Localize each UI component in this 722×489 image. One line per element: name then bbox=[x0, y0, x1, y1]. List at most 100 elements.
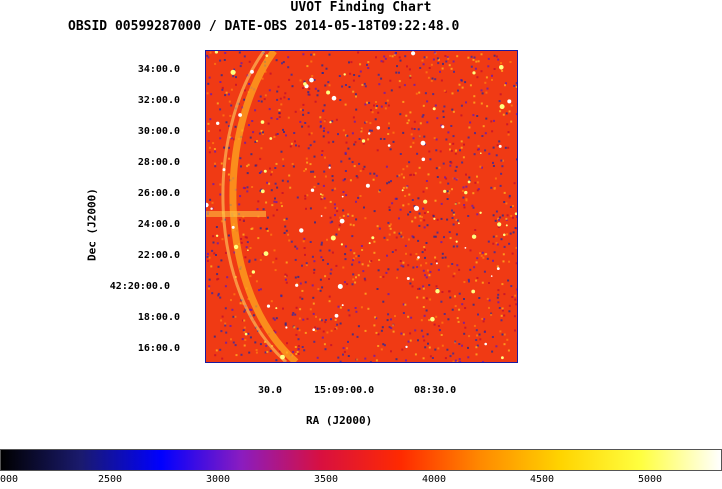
star bbox=[216, 121, 220, 126]
star bbox=[269, 137, 273, 140]
colorbar bbox=[0, 449, 722, 471]
star bbox=[320, 193, 322, 195]
colorbar-tick: 3500 bbox=[314, 474, 339, 485]
colorbar-tick: 3000 bbox=[206, 474, 231, 485]
y-tick: 34:00.0 bbox=[137, 64, 180, 75]
star bbox=[443, 189, 447, 193]
star bbox=[244, 332, 248, 336]
star bbox=[464, 190, 468, 195]
y-tick: 24:00.0 bbox=[137, 219, 180, 230]
star bbox=[479, 211, 482, 214]
star bbox=[387, 144, 391, 147]
star bbox=[231, 225, 235, 229]
star bbox=[295, 283, 299, 287]
star bbox=[503, 233, 506, 237]
star bbox=[484, 342, 488, 346]
star bbox=[238, 113, 242, 117]
x-tick: 30.0 bbox=[258, 385, 283, 396]
star bbox=[340, 243, 343, 246]
star bbox=[310, 188, 315, 192]
star bbox=[331, 95, 337, 101]
star bbox=[464, 247, 467, 249]
star bbox=[247, 249, 249, 251]
star bbox=[341, 195, 344, 198]
sky-image-canvas bbox=[206, 51, 517, 362]
x-tick: 15:09:00.0 bbox=[314, 385, 375, 396]
star bbox=[222, 168, 226, 172]
y-tick: 42:20:00.0 bbox=[109, 281, 170, 292]
star bbox=[206, 202, 209, 208]
y-tick: 28:00.0 bbox=[137, 157, 180, 168]
star bbox=[365, 183, 370, 188]
chart-subtitle: OBSID 00599287000 / DATE-OBS 2014-05-18T… bbox=[68, 19, 460, 34]
colorbar-tick: 2500 bbox=[98, 474, 123, 485]
star bbox=[441, 125, 445, 129]
star bbox=[250, 69, 254, 74]
star bbox=[326, 90, 331, 95]
star bbox=[263, 169, 267, 173]
star bbox=[334, 313, 339, 318]
star bbox=[215, 234, 219, 237]
star bbox=[337, 284, 343, 289]
chart-title: UVOT Finding Chart bbox=[290, 0, 432, 15]
star bbox=[275, 307, 278, 310]
star bbox=[471, 289, 476, 294]
star bbox=[458, 222, 460, 225]
readout-streak bbox=[206, 211, 266, 217]
ghost-ring-arc bbox=[229, 51, 299, 362]
star bbox=[309, 77, 314, 83]
star bbox=[214, 51, 218, 54]
star bbox=[266, 304, 271, 308]
sky-image bbox=[205, 50, 518, 363]
star bbox=[499, 65, 504, 70]
star bbox=[341, 304, 344, 307]
star bbox=[433, 217, 436, 220]
star bbox=[432, 107, 436, 111]
colorbar-tick: 5000 bbox=[638, 474, 663, 485]
star bbox=[299, 228, 304, 233]
y-tick: 16:00.0 bbox=[137, 343, 180, 354]
star bbox=[260, 189, 265, 194]
star bbox=[514, 212, 517, 215]
star bbox=[430, 316, 435, 322]
x-tick: 08:30.0 bbox=[414, 385, 457, 396]
x-axis-label: RA (J2000) bbox=[306, 414, 373, 427]
star bbox=[497, 222, 502, 227]
star bbox=[472, 71, 476, 75]
star bbox=[280, 354, 285, 360]
star bbox=[328, 166, 331, 169]
star bbox=[467, 180, 471, 184]
star bbox=[361, 139, 366, 143]
star bbox=[233, 244, 239, 250]
star bbox=[421, 157, 426, 162]
star bbox=[285, 326, 288, 329]
star bbox=[329, 121, 332, 124]
star bbox=[501, 356, 504, 360]
y-tick: 26:00.0 bbox=[137, 188, 180, 199]
star bbox=[260, 120, 265, 124]
star bbox=[339, 218, 345, 224]
star bbox=[210, 207, 213, 210]
y-tick: 32:00.0 bbox=[137, 95, 180, 106]
star bbox=[455, 240, 458, 243]
star bbox=[471, 234, 477, 239]
star bbox=[405, 345, 408, 349]
star bbox=[480, 152, 482, 154]
ghost-ring-arc-inner bbox=[221, 51, 287, 362]
star bbox=[406, 277, 410, 280]
star bbox=[330, 235, 336, 241]
star bbox=[490, 275, 493, 277]
star bbox=[251, 270, 256, 274]
star bbox=[371, 236, 375, 240]
star bbox=[368, 132, 371, 135]
star bbox=[498, 144, 502, 148]
star bbox=[401, 189, 404, 192]
colorbar-tick: 2000 bbox=[0, 474, 19, 485]
y-axis-label: Dec (J2000) bbox=[85, 188, 99, 261]
star bbox=[507, 99, 512, 104]
star bbox=[505, 224, 508, 227]
star bbox=[263, 251, 269, 256]
star bbox=[303, 82, 307, 86]
colorbar-tick: 4000 bbox=[422, 474, 447, 485]
y-tick: 22:00.0 bbox=[137, 250, 180, 261]
